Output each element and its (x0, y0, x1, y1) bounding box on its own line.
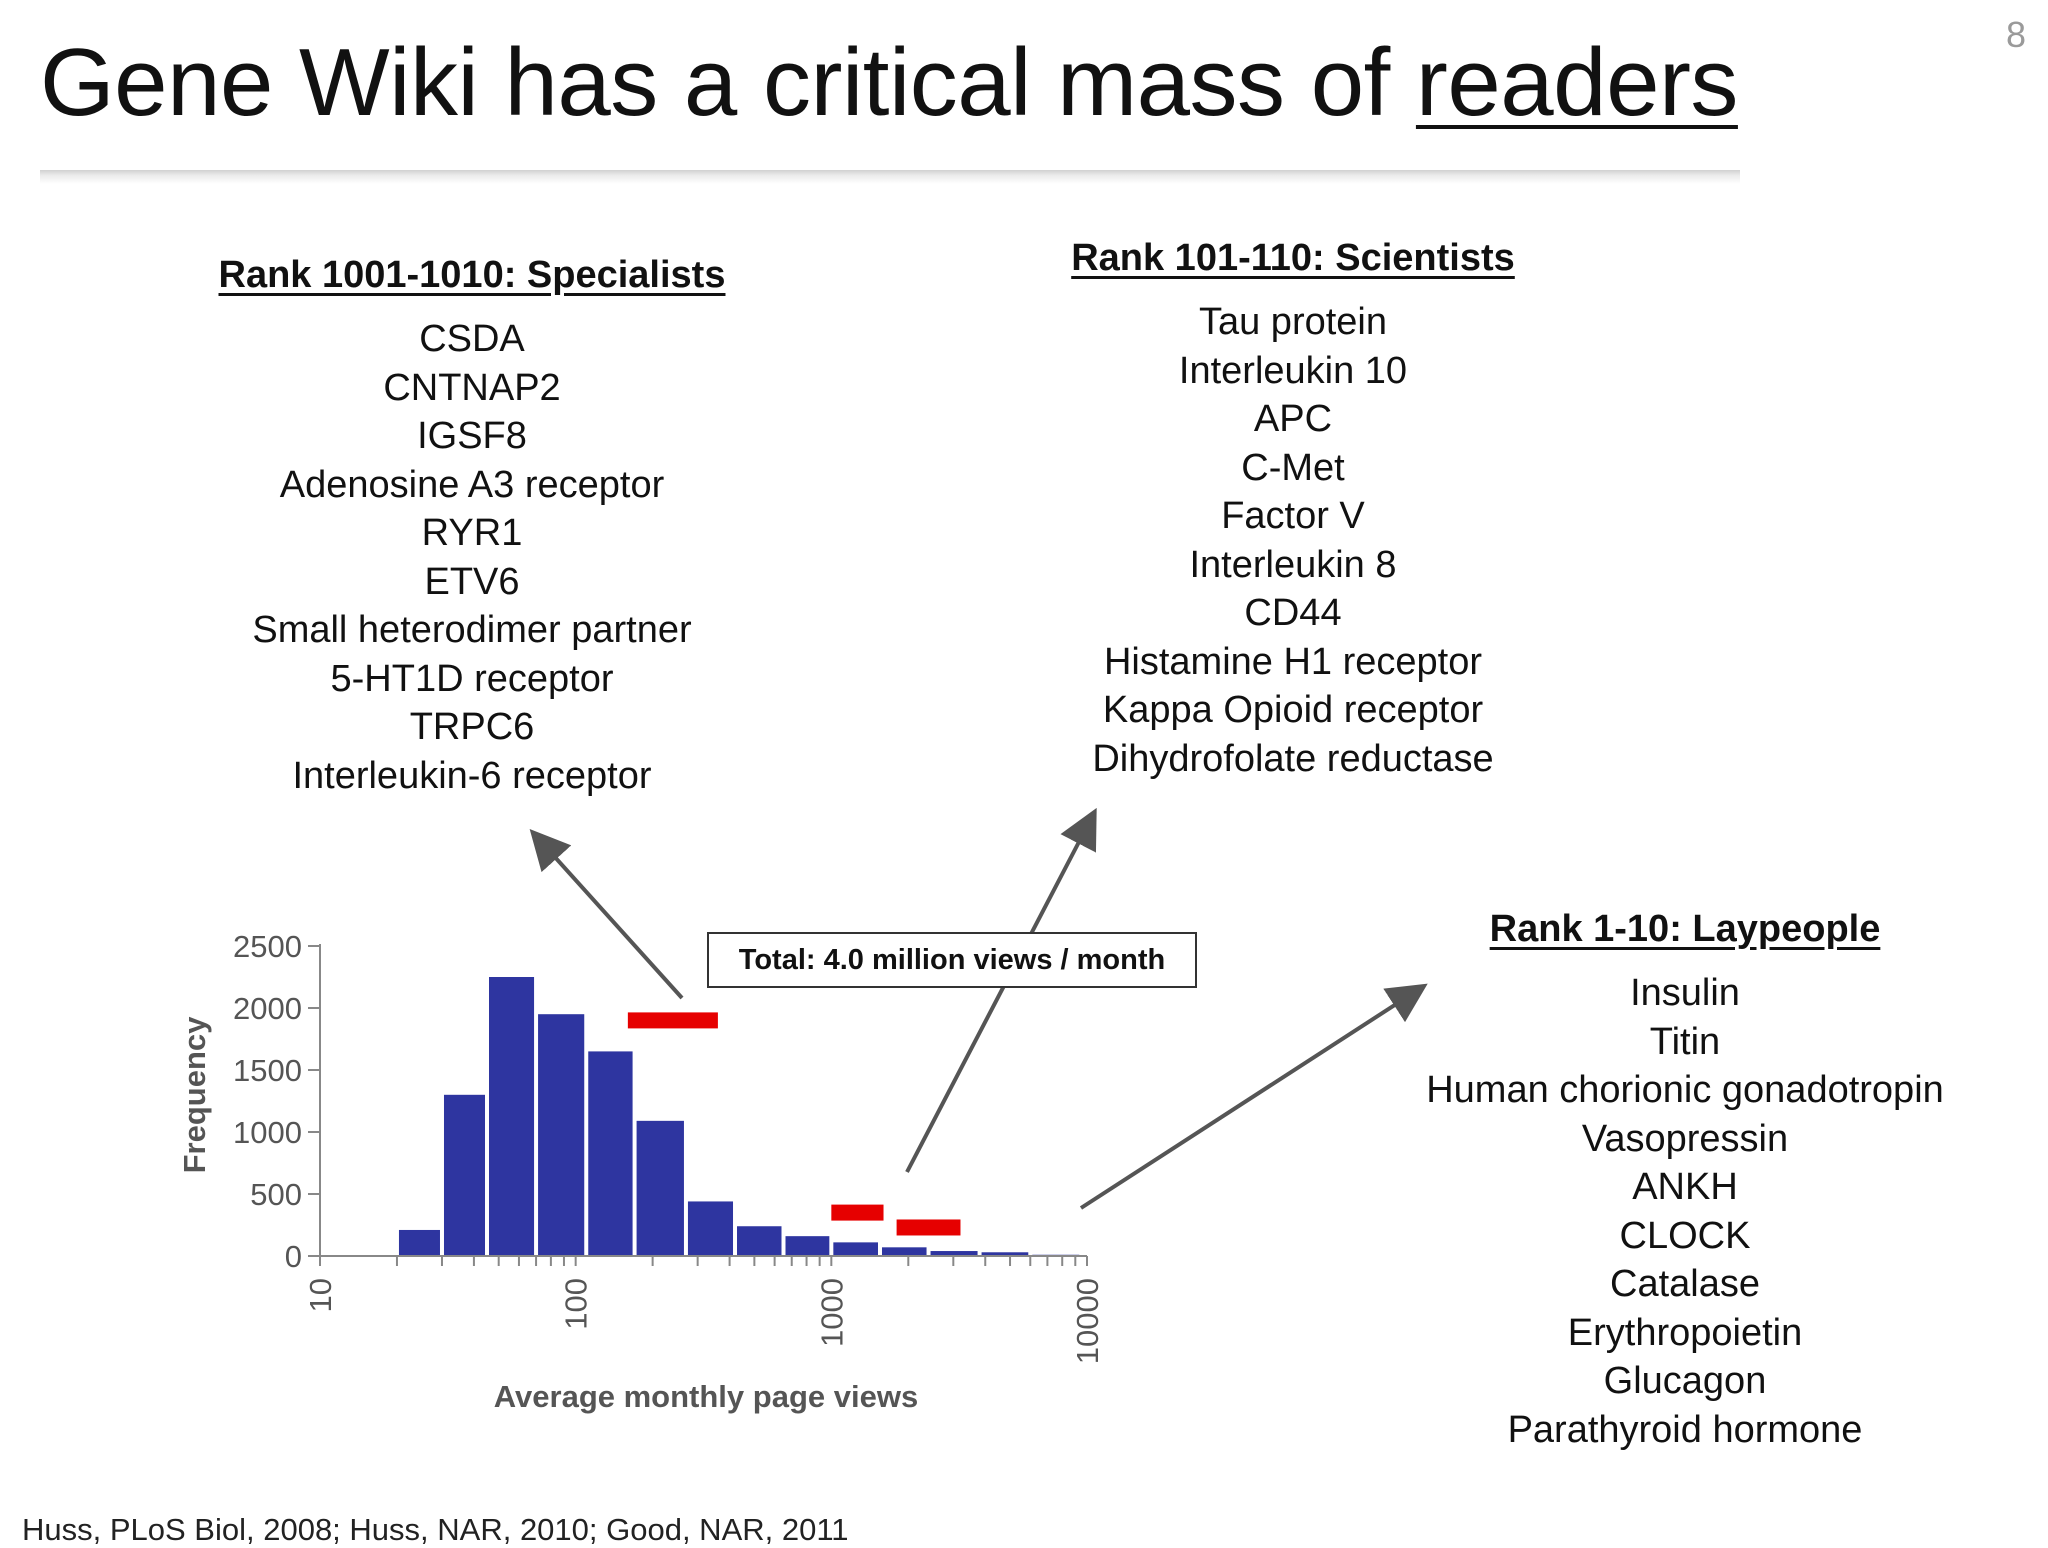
laypeople-list: Insulin Titin Human chorionic gonadotrop… (1385, 969, 1985, 1454)
rank-marker (831, 1204, 884, 1221)
list-item: CNTNAP2 (383, 366, 561, 409)
histogram-bar (930, 1251, 978, 1256)
list-item: Adenosine A3 receptor (279, 463, 665, 506)
list-item: APC (1253, 398, 1333, 440)
list-item: Factor V (1221, 495, 1365, 537)
histogram-bar (398, 1229, 440, 1256)
histogram-bar (636, 1120, 684, 1256)
list-item: TRPC6 (409, 706, 535, 748)
y-tick-label: 1500 (233, 1053, 302, 1088)
list-item: Human chorionic gonadotropin (1426, 1069, 1944, 1111)
list-item: C-Met (1241, 446, 1345, 489)
histogram-bar (881, 1247, 927, 1256)
list-item: ANKH (1632, 1166, 1738, 1208)
rank-marker (627, 1012, 718, 1029)
list-item: Parathyroid hormone (1507, 1408, 1863, 1451)
histogram-bar (588, 1051, 633, 1256)
list-item: Tau protein (1198, 301, 1387, 343)
y-axis-label: Frequency (177, 1016, 212, 1174)
list-item: Kappa Opioid receptor (1102, 689, 1484, 731)
arrow-to-laypeople (1079, 983, 1428, 1210)
y-tick-label: 0 (285, 1239, 302, 1274)
histogram-bar (833, 1242, 878, 1256)
histogram-bar (785, 1236, 830, 1256)
laypeople-heading: Rank 1-10: Laypeople (1489, 908, 1881, 950)
list-item: Dihydrofolate reductase (1092, 737, 1494, 780)
list-item: Titin (1649, 1020, 1721, 1063)
list-item: Small heterodimer partner (252, 609, 692, 651)
y-tick-label: 2000 (233, 991, 302, 1026)
x-tick-label: 10000 (1070, 1278, 1105, 1364)
rank-marker (896, 1219, 961, 1236)
x-tick-label: 10 (303, 1278, 338, 1312)
list-item: 5-HT1D receptor (330, 657, 614, 700)
list-item: Interleukin 8 (1189, 543, 1397, 586)
specialists-heading: Rank 1001-1010: Specialists (218, 254, 726, 296)
scientists-group: Rank 101-110: Scientists Tau protein Int… (993, 237, 1593, 783)
arrow-to-specialists (529, 829, 684, 1000)
list-item: Insulin (1630, 972, 1740, 1014)
citation: Huss, PLoS Biol, 2008; Huss, NAR, 2010; … (22, 1512, 849, 1547)
histogram-bar (687, 1201, 734, 1256)
list-item: Erythropoietin (1567, 1311, 1803, 1354)
slide-number: 8 (2005, 14, 2026, 55)
callout-arrows (529, 807, 1428, 1210)
scientists-heading: Rank 101-110: Scientists (1071, 237, 1515, 279)
laypeople-group: Rank 1-10: Laypeople Insulin Titin Human… (1385, 908, 1985, 1454)
list-item: CLOCK (1619, 1214, 1751, 1257)
y-tick-label: 500 (250, 1177, 302, 1212)
list-item: Interleukin 10 (1178, 349, 1408, 392)
list-item: RYR1 (421, 512, 523, 554)
list-item: CD44 (1244, 592, 1342, 634)
rank-markers (627, 1012, 961, 1236)
scientists-list: Tau protein Interleukin 10 APC C-Met Fac… (993, 298, 1593, 783)
histogram-bar (489, 977, 535, 1256)
chart-axes: 0 500 1000 1500 2000 2500 10 100 1000 10000 (233, 929, 1105, 1364)
specialists-group: Rank 1001-1010: Specialists CSDA CNTNAP2… (172, 254, 772, 800)
list-item: IGSF8 (417, 415, 527, 457)
slide-title-emphasis: readers (1415, 29, 1739, 136)
y-tick-label: 2500 (233, 929, 302, 964)
slide-title-text: Gene Wiki has a critical mass of (40, 29, 1416, 136)
list-item: Glucagon (1603, 1360, 1767, 1402)
x-tick-label: 100 (559, 1278, 594, 1330)
specialists-list: CSDA CNTNAP2 IGSF8 Adenosine A3 receptor… (172, 315, 772, 800)
list-item: Vasopressin (1581, 1117, 1789, 1160)
title-divider (40, 170, 1740, 184)
list-item: ETV6 (424, 560, 520, 603)
histogram-bar (737, 1226, 782, 1256)
total-views-label: Total: 4.0 million views / month (707, 932, 1197, 988)
list-item: Catalase (1610, 1263, 1760, 1305)
list-item: Histamine H1 receptor (1103, 640, 1483, 683)
x-tick-label: 1000 (814, 1278, 849, 1347)
histogram-bar (443, 1094, 486, 1256)
x-axis-label: Average monthly page views (494, 1379, 918, 1414)
histogram-bars (398, 977, 1080, 1256)
histogram-bar (538, 1014, 585, 1256)
histogram-bar (981, 1252, 1029, 1256)
list-item: Interleukin-6 receptor (292, 754, 652, 797)
list-item: CSDA (419, 318, 525, 360)
y-tick-label: 1000 (233, 1115, 302, 1150)
slide-title: Gene Wiki has a critical mass of readers (40, 28, 1738, 138)
arrow-to-scientists (905, 807, 1097, 1173)
